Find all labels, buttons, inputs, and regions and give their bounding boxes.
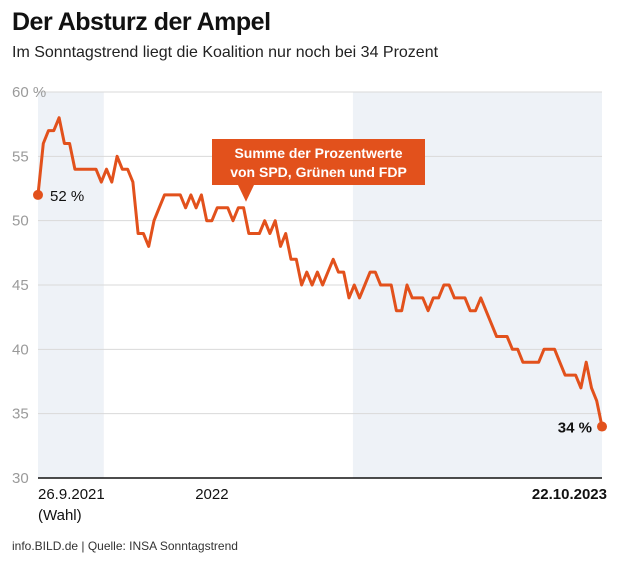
start-value-label: 52 % bbox=[50, 188, 84, 205]
callout-text-line2: von SPD, Grünen und FDP bbox=[230, 164, 407, 180]
x-tick-sublabel-0: (Wahl) bbox=[38, 507, 82, 524]
x-tick-label-2: 22.10.2023 bbox=[532, 486, 607, 503]
end-value-label: 34 % bbox=[558, 420, 592, 437]
y-tick-label-50: 50 bbox=[12, 213, 29, 230]
x-axis: 26.9.2021 (Wahl) 2022 22.10.2023 bbox=[38, 477, 607, 524]
callout-box bbox=[212, 139, 425, 185]
y-tick-label-35: 35 bbox=[12, 406, 29, 423]
y-tick-label-30: 30 bbox=[12, 470, 29, 487]
annotation-layer: 52 % 34 % Summe der Prozentwerte von SPD, G… bbox=[50, 139, 592, 437]
x-tick-label-1: 2022 bbox=[195, 486, 228, 503]
y-tick-label-45: 45 bbox=[12, 277, 29, 294]
y-tick-label-60: 60 % bbox=[12, 84, 46, 101]
y-tick-label-40: 40 bbox=[12, 341, 29, 358]
y-tick-label-55: 55 bbox=[12, 148, 29, 165]
start-point bbox=[33, 189, 43, 200]
chart-subtitle: Im Sonntagstrend liegt die Koalition nur… bbox=[12, 44, 439, 61]
series-layer bbox=[33, 116, 607, 432]
chart-title: Der Absturz der Ampel bbox=[12, 8, 271, 36]
end-point bbox=[597, 421, 607, 432]
y-axis-ticks: 30 35 40 45 50 55 60 % bbox=[12, 84, 46, 487]
callout-text-line1: Summe der Prozentwerte bbox=[234, 145, 402, 161]
series-line-ampel bbox=[36, 116, 604, 428]
source-footer: info.BILD.de | Quelle: INSA Sonntagstren… bbox=[12, 539, 238, 553]
gridlines bbox=[38, 91, 602, 415]
callout-pointer bbox=[238, 185, 254, 202]
x-tick-label-0: 26.9.2021 bbox=[38, 486, 105, 503]
